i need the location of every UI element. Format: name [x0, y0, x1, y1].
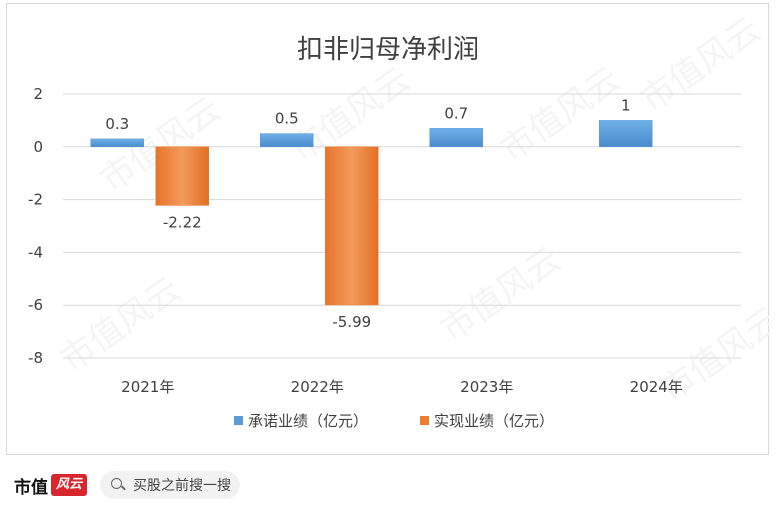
x-tick-label: 2021年: [121, 378, 174, 396]
watermark-text: 市值风云: [434, 240, 568, 351]
watermark-text: 市值风云: [634, 10, 768, 121]
y-tick-label: -6: [28, 296, 43, 314]
data-label: -5.99: [332, 313, 371, 331]
chart-title: 扣非归母净利润: [297, 35, 479, 65]
search-placeholder: 买股之前搜一搜: [133, 478, 231, 494]
brand-name: 市值: [14, 477, 48, 498]
x-tick-label: 2023年: [460, 378, 513, 396]
bar-promised: [90, 138, 144, 148]
chart-frame: 市值风云 市值风云 市值风云 市值风云 市值风云 市值风云 市值风云 扣非归母净利润 2 0 -2-…: [6, 3, 770, 455]
data-label: -2.22: [163, 213, 202, 231]
data-label: 0.5: [275, 110, 299, 128]
brand-logo-badge: 风云: [51, 474, 88, 496]
data-label: 0.7: [444, 104, 468, 122]
legend-swatch: [234, 416, 243, 425]
chart-canvas: 市值风云 市值风云 市值风云市值风云市值风云市值风云市值风云扣非归母净利润20-2-…: [28, 10, 770, 430]
y-tick-label: 2: [33, 85, 43, 103]
bar-promised: [260, 133, 314, 148]
x-tick-label: 2022年: [291, 378, 344, 396]
data-label: 1: [621, 96, 631, 114]
legend-label: 实现业绩（亿元）: [434, 412, 554, 430]
bar-actual: [155, 146, 209, 206]
footer-bar: 市值 风云 买股之前搜一搜: [0, 462, 776, 514]
watermark-text: 市值风云: [54, 270, 188, 381]
search-icon: [110, 477, 126, 493]
bar-actual: [325, 146, 379, 306]
data-label: 0.3: [105, 115, 129, 133]
y-tick-label: -2: [28, 191, 43, 209]
y-tick-label: 0: [33, 138, 43, 156]
legend-label: 承诺业绩（亿元）: [248, 412, 368, 430]
search-input[interactable]: 买股之前搜一搜: [100, 471, 240, 499]
bar-promised: [599, 120, 653, 148]
x-tick-label: 2024年: [630, 378, 683, 396]
y-tick-label: -4: [28, 243, 43, 261]
y-tick-label: -8: [28, 349, 43, 367]
bar-promised: [429, 128, 483, 148]
legend-swatch: [420, 416, 429, 425]
watermark-text: 市值风云: [494, 60, 628, 171]
brand-logo[interactable]: 市值 风云: [14, 472, 88, 498]
